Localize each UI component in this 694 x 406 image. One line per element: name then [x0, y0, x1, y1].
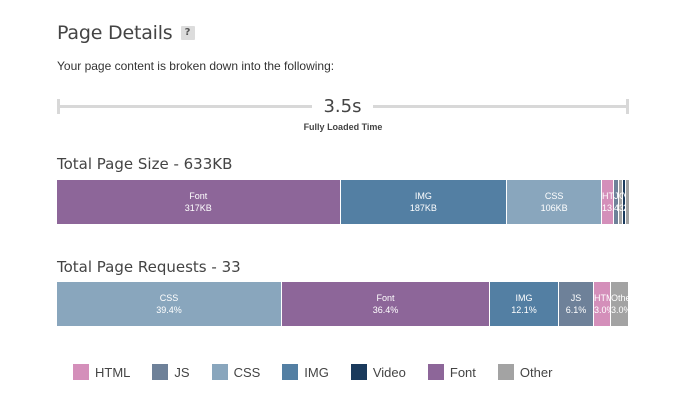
requests-segment-label: CSS	[159, 293, 179, 303]
size-segment-other[interactable]	[626, 180, 630, 224]
help-icon[interactable]: ?	[180, 26, 195, 40]
page-title: Page Details	[57, 22, 173, 44]
page-size-bar: Font 317KB IMG 187KB CSS 106KB HTML 13.6KB JS 4.5…	[57, 180, 630, 224]
page-requests-title: Total Page Requests - 33	[57, 258, 241, 276]
legend-swatch	[427, 364, 444, 380]
size-segment-html[interactable]: HTML 13.6KB	[602, 180, 615, 224]
legend-swatch	[350, 364, 367, 380]
legend-item-css: CSS	[211, 364, 261, 380]
legend-label: Other	[519, 364, 553, 380]
requests-segment-img[interactable]: IMG 12.1%	[490, 282, 559, 326]
fully-loaded-time-label: Fully Loaded Time	[303, 122, 383, 132]
timeline-end-cap	[626, 99, 629, 114]
content-type-legend: HTML JS CSS IMG Video Font Other	[73, 364, 574, 380]
requests-segment-value: 3.0%	[594, 305, 610, 315]
requests-segment-other[interactable]: Other 3.0%	[611, 282, 628, 326]
requests-segment-js[interactable]: JS 6.1%	[559, 282, 594, 326]
fully-loaded-time-value: 3.5s	[323, 96, 362, 117]
size-segment-label: IMG	[414, 191, 432, 201]
page-details-header: Page Details ?	[57, 22, 195, 44]
size-segment-video[interactable]: Video2KB	[623, 180, 627, 224]
size-segment-value: 106KB	[540, 203, 568, 213]
legend-swatch	[497, 364, 514, 380]
page-requests-bar: CSS39.4%Font36.4%IMG12.1%JS6.1%HTML3.0%O…	[57, 282, 629, 326]
requests-segment-font[interactable]: Font 36.4%	[282, 282, 490, 326]
size-segment-img[interactable]: IMG 187KB	[340, 180, 508, 224]
legend-swatch	[211, 364, 228, 380]
legend-item-other: Other	[497, 364, 553, 380]
fully-loaded-timeline: 3.5s	[57, 96, 629, 117]
legend-label: CSS	[233, 364, 261, 380]
legend-swatch	[73, 364, 89, 380]
size-segment-value: 317KB	[184, 203, 212, 213]
legend-item-html: HTML	[73, 364, 130, 380]
size-segment-label: Font	[189, 191, 208, 201]
requests-segment-label: IMG	[515, 293, 533, 303]
requests-segment-value: 39.4%	[156, 305, 182, 315]
size-segment-label: Other	[619, 190, 622, 202]
requests-segment-html[interactable]: HTML 3.0%	[594, 282, 611, 326]
requests-segment-value: 12.1%	[511, 305, 537, 315]
size-segment-value: 13.6KB	[602, 203, 615, 213]
requests-segment-label: Font	[376, 293, 395, 303]
legend-item-font: Font	[427, 364, 476, 380]
size-segment-css[interactable]: CSS 106KB	[507, 180, 603, 224]
size-segment-label: HTML	[602, 191, 615, 201]
requests-segment-value: 3.0%	[611, 305, 628, 315]
legend-label: JS	[174, 364, 190, 380]
legend-swatch	[282, 364, 299, 380]
legend-label: Font	[449, 364, 476, 380]
size-segment-other[interactable]: Other3KB	[619, 180, 624, 224]
legend-label: IMG	[304, 364, 329, 380]
timeline-line-left	[57, 105, 312, 108]
timeline-line-right	[373, 105, 629, 108]
requests-segment-css[interactable]: CSS 39.4%	[57, 282, 282, 326]
legend-item-img: IMG	[282, 364, 329, 380]
requests-segment-label: Other	[611, 293, 628, 303]
legend-swatch	[152, 364, 169, 380]
size-segment-label: Video	[623, 190, 625, 202]
size-segment-value: 2KB	[623, 202, 625, 214]
legend-item-js: JS	[152, 364, 190, 380]
size-segment-value: 4.5KB	[614, 203, 620, 213]
requests-segment-value: 6.1%	[565, 305, 587, 315]
requests-segment-value: 36.4%	[372, 305, 399, 315]
size-segment-value: 3KB	[619, 202, 622, 214]
legend-label: HTML	[95, 364, 131, 380]
intro-text: Your page content is broken down into th…	[57, 59, 335, 73]
legend-label: Video	[372, 364, 406, 380]
size-segment-js[interactable]: JS 4.5KB	[614, 180, 620, 224]
page-size-title: Total Page Size - 633KB	[57, 155, 233, 173]
size-segment-label: CSS	[544, 191, 564, 201]
legend-item-video: Video	[350, 364, 406, 380]
size-segment-label: JS	[614, 191, 619, 201]
requests-segment-label: HTML	[594, 293, 610, 303]
size-segment-value: 187KB	[409, 203, 437, 213]
requests-segment-label: JS	[570, 293, 582, 303]
size-segment-font[interactable]: Font 317KB	[57, 180, 341, 224]
